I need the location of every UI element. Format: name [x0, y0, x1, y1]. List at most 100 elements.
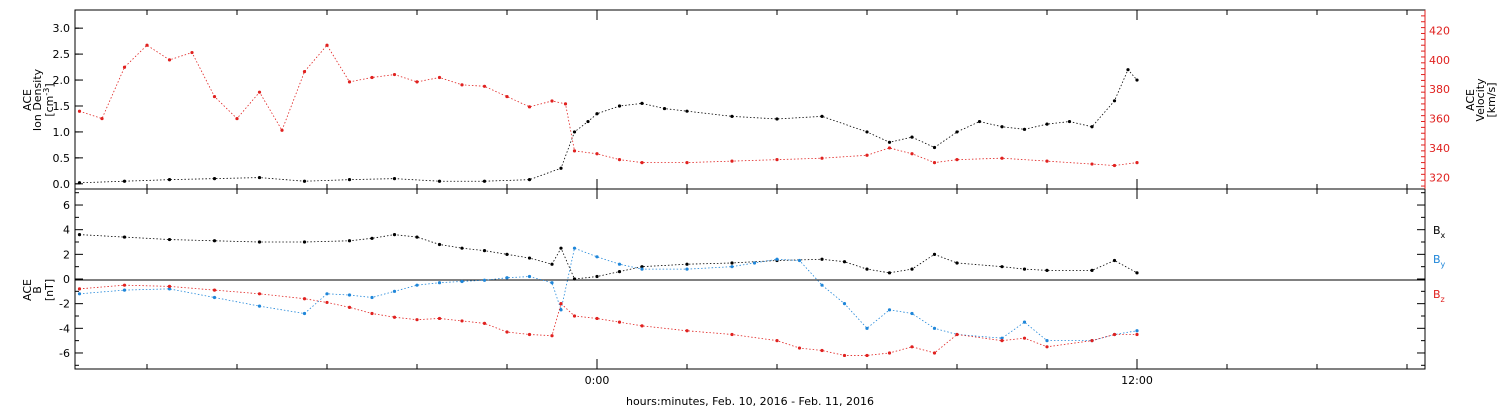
bz-series-point: [955, 332, 959, 337]
by-series-point: [437, 281, 442, 285]
bz-series-point: [527, 332, 532, 337]
by-series-point: [482, 278, 487, 282]
density-series-point: [662, 106, 667, 111]
density-series-line: [79, 68, 1138, 184]
velocity-series-point: [505, 94, 509, 99]
velocity-series-point: [212, 94, 217, 99]
bx-series-point: [527, 256, 532, 260]
top-left-ylabel-line2: Ion Density: [31, 68, 44, 131]
velocity-series-point: [910, 152, 914, 156]
density-series-point: [1112, 99, 1117, 103]
by-series-point: [302, 311, 307, 316]
by-series-point: [257, 304, 262, 308]
density-series-point: [910, 135, 914, 139]
velocity-series-point: [865, 153, 869, 157]
top-left-tick-label: 2.5: [53, 48, 71, 61]
top-right-tick-label: 380: [1429, 83, 1450, 96]
velocity-series-point: [437, 75, 442, 80]
top-panel-series: [77, 43, 1139, 185]
density-series-point: [1090, 125, 1094, 129]
bottom-left-tick-label: -6: [59, 347, 70, 360]
velocity-series-point: [775, 158, 779, 162]
bx-series-point: [1135, 271, 1139, 275]
velocity-series-point: [563, 102, 568, 106]
bx-series-point: [370, 236, 374, 240]
velocity-series-point: [167, 58, 172, 62]
velocity-series-point: [77, 109, 82, 113]
bz-series-point: [932, 351, 937, 355]
bottom-legend: Bx By Bz: [1433, 224, 1446, 304]
bottom-left-ylabel: ACE B [nT]: [21, 279, 56, 301]
density-series-point: [685, 109, 689, 113]
bz-series-point: [167, 284, 172, 288]
bz-series-point: [460, 319, 464, 323]
bottom-panel-ticks: -6 -4 -2 0 2 4 6: [59, 192, 1425, 366]
bz-series-point: [1112, 332, 1117, 337]
density-series-point: [572, 130, 577, 134]
velocity-series-point: [280, 128, 284, 132]
bottom-left-tick-label: 6: [63, 199, 70, 212]
by-series-point: [617, 262, 622, 266]
by-series-point: [1022, 320, 1027, 324]
bz-series-point: [482, 321, 487, 325]
bx-series-point: [730, 261, 734, 265]
density-series-point: [1135, 78, 1139, 82]
bx-series-point: [415, 235, 419, 239]
bz-series-point: [370, 311, 374, 316]
bottom-left-ylabel-line2: B: [31, 286, 44, 294]
velocity-series-point: [550, 99, 554, 103]
bz-series-point: [910, 345, 914, 349]
bx-series-point: [955, 261, 959, 265]
bz-series-point: [415, 318, 419, 322]
top-left-ylabel: ACE Ion Density [cm-3]: [21, 68, 56, 131]
top-right-tick-label: 360: [1429, 113, 1450, 126]
bz-series-point: [820, 348, 824, 353]
legend-bx: Bx: [1433, 224, 1446, 240]
density-series-point: [617, 104, 622, 108]
density-series-point: [1022, 127, 1027, 131]
velocity-series-point: [235, 116, 239, 121]
top-left-ylabel-line3: [cm-3]: [42, 83, 56, 116]
bz-series-line: [79, 284, 1137, 356]
velocity-series-point: [1045, 159, 1049, 163]
bx-series-point: [865, 267, 869, 271]
x-tick-label: 0:00: [585, 374, 610, 387]
bottom-left-ylabel-line1: ACE: [21, 279, 34, 301]
density-series-point: [257, 175, 262, 180]
bx-series-point: [685, 262, 689, 266]
density-series-point: [1000, 125, 1004, 129]
by-series-point: [392, 289, 397, 293]
top-left-tick-label: 1.0: [53, 126, 71, 139]
top-right-tick-label: 320: [1429, 171, 1450, 184]
by-series-point: [730, 265, 734, 269]
by-series-point: [559, 308, 563, 312]
bx-series-point: [640, 265, 644, 269]
velocity-series-point: [572, 149, 577, 153]
bx-series-point: [1000, 265, 1004, 269]
by-series-point: [752, 261, 757, 265]
by-series-point: [865, 326, 869, 330]
bottom-panel-frame: [74, 188, 1426, 370]
velocity-series-point: [1090, 162, 1094, 166]
by-series-point: [775, 257, 779, 261]
bz-series-point: [1000, 339, 1004, 343]
bz-series-point: [212, 288, 217, 292]
bottom-panel-series: [77, 233, 1139, 358]
bx-series-point: [437, 242, 442, 247]
bx-series-point: [550, 262, 554, 266]
velocity-series-point: [190, 50, 194, 55]
bx-series-point: [1090, 268, 1094, 272]
bottom-left-tick-label: -2: [59, 298, 70, 311]
bx-series-point: [1112, 258, 1117, 263]
velocity-series-point: [1135, 160, 1139, 165]
by-series-point: [842, 302, 847, 306]
top-right-ylabel-line2: Velocity: [1474, 78, 1487, 122]
density-series-point: [640, 101, 644, 105]
top-panel-ticks: 0.0 0.5 1.0 1.5 2.0 2.5 3.0 320 340 360 380 400 420: [53, 10, 1450, 191]
bx-series-point: [167, 237, 172, 242]
by-series-point: [122, 288, 127, 292]
bz-series-point: [347, 305, 352, 309]
density-series-point: [820, 114, 824, 118]
by-series-point: [527, 274, 532, 279]
velocity-series-point: [820, 156, 824, 160]
